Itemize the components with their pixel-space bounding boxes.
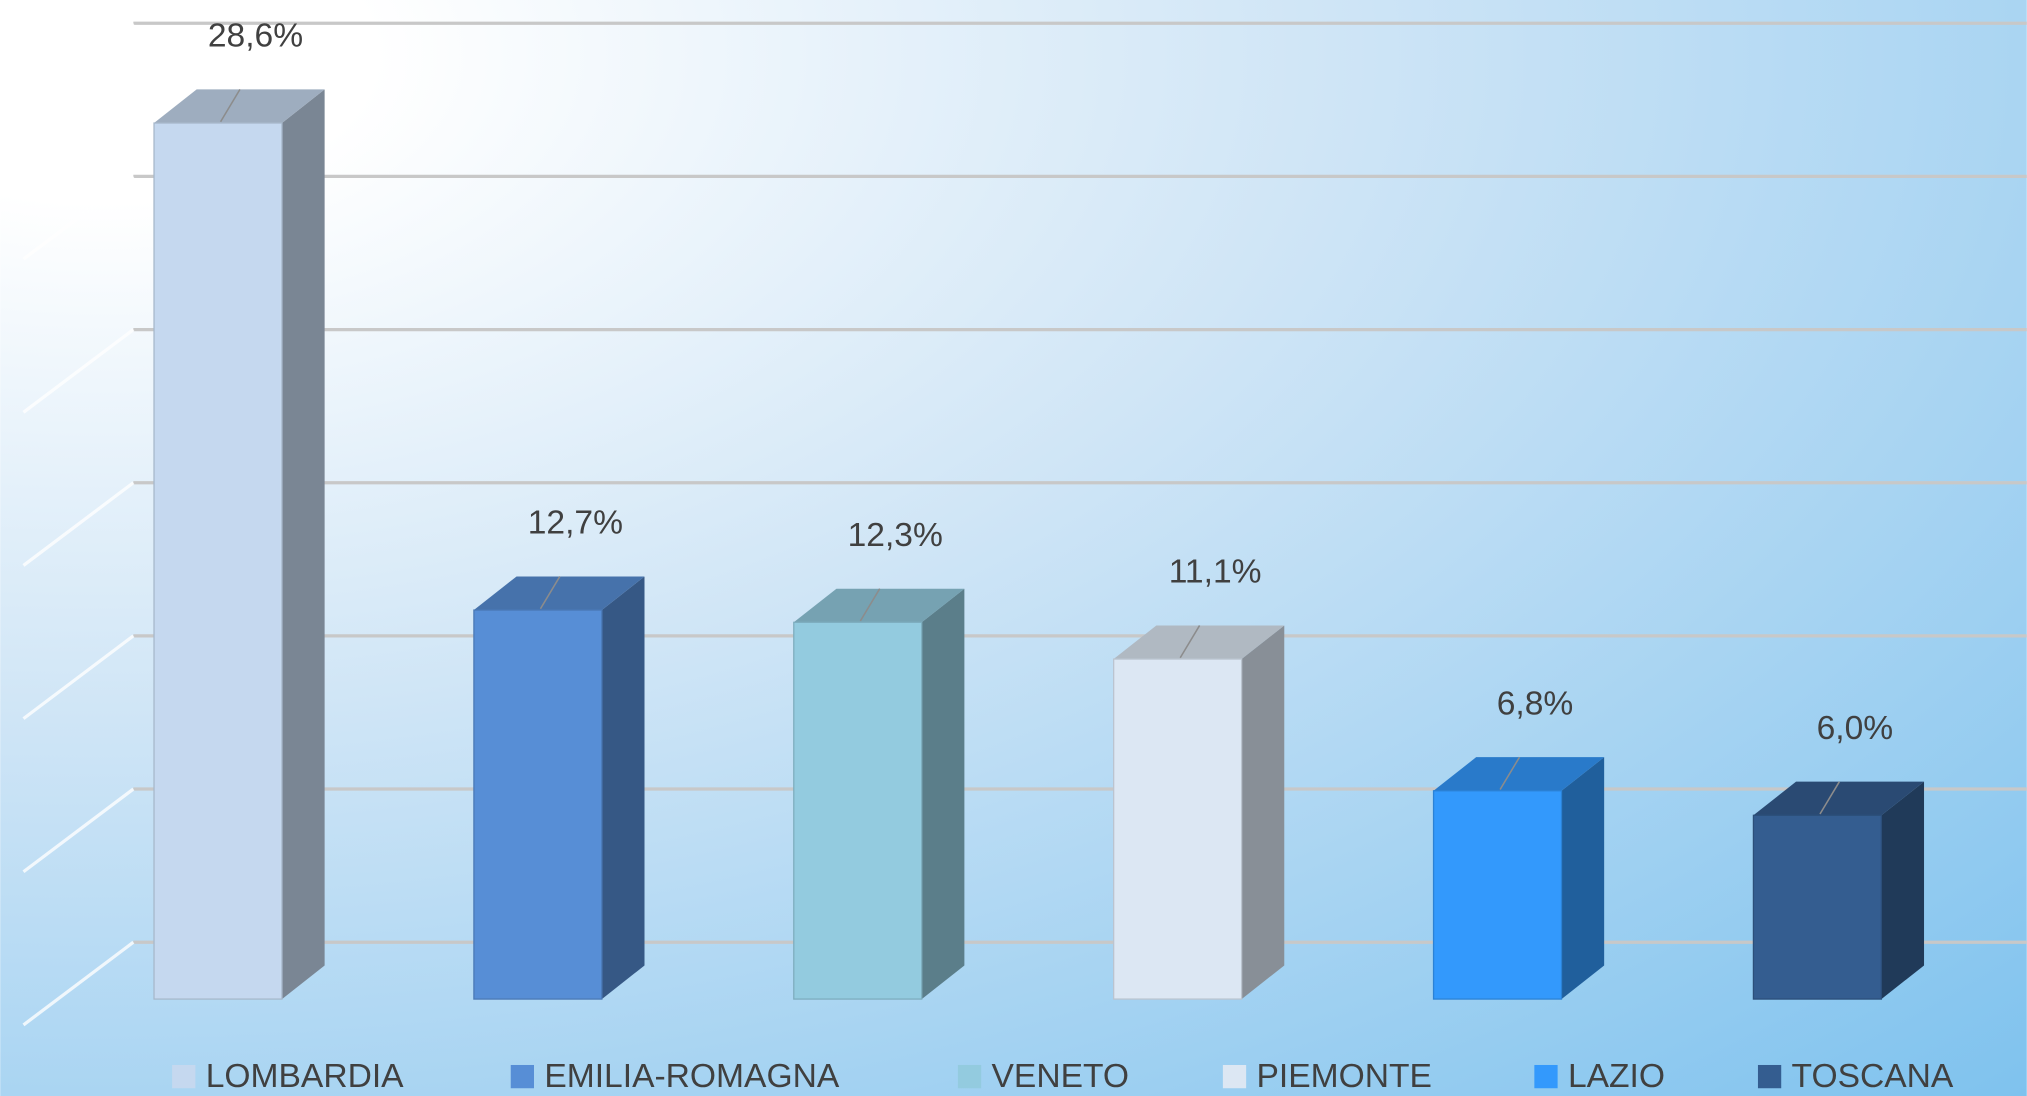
bar — [1113, 658, 1243, 1000]
bar — [793, 621, 923, 1000]
bar-side — [281, 89, 325, 1000]
legend-swatch — [1534, 1064, 1558, 1089]
data-label: 28,6% — [208, 18, 303, 55]
bar-top — [473, 576, 645, 611]
data-label: 6,0% — [1817, 710, 1894, 747]
bar-side — [1881, 781, 1925, 1000]
data-label: 12,3% — [848, 517, 943, 554]
bar-top — [1433, 757, 1605, 791]
bar-side — [1561, 757, 1605, 1000]
leader-line — [539, 576, 561, 610]
leader-line — [1179, 625, 1201, 659]
legend-label: VENETO — [992, 1058, 1130, 1095]
data-label: 6,8% — [1497, 685, 1574, 722]
legend-swatch — [1222, 1064, 1247, 1089]
bar-top — [1113, 625, 1285, 660]
legend-label: TOSCANA — [1792, 1058, 1954, 1095]
bar — [1432, 790, 1563, 1000]
grid-line-side — [22, 634, 135, 720]
leader-line — [219, 89, 241, 123]
bar — [153, 122, 283, 1000]
grid-line-side — [22, 175, 135, 261]
grid-line-side — [22, 481, 135, 567]
bar-top — [793, 588, 965, 623]
bar-side — [921, 588, 965, 1000]
legend-swatch — [510, 1064, 534, 1089]
legend-label: PIEMONTE — [1256, 1058, 1431, 1095]
grid-line-side — [22, 328, 135, 414]
bar-top — [154, 89, 325, 124]
bar-top — [1753, 781, 1925, 816]
legend-swatch — [957, 1064, 982, 1089]
bar — [473, 609, 603, 1000]
grid-line-side — [22, 21, 135, 108]
data-label: 12,7% — [528, 505, 623, 542]
legend-label: LAZIO — [1568, 1058, 1665, 1095]
grid-line-side — [22, 940, 135, 1027]
legend-swatch — [172, 1064, 196, 1089]
grid-line-side — [22, 787, 135, 874]
legend-swatch — [1757, 1064, 1782, 1089]
bar-side — [601, 576, 645, 1000]
leader-line — [1499, 756, 1521, 790]
leader-line — [859, 588, 881, 622]
bar-side — [1241, 625, 1285, 1000]
leader-line — [1819, 781, 1841, 815]
legend-label: EMILIA-ROMAGNA — [544, 1058, 840, 1095]
bar — [1752, 814, 1883, 1000]
legend-label: LOMBARDIA — [206, 1058, 404, 1095]
data-label: 11,1% — [1169, 554, 1262, 591]
